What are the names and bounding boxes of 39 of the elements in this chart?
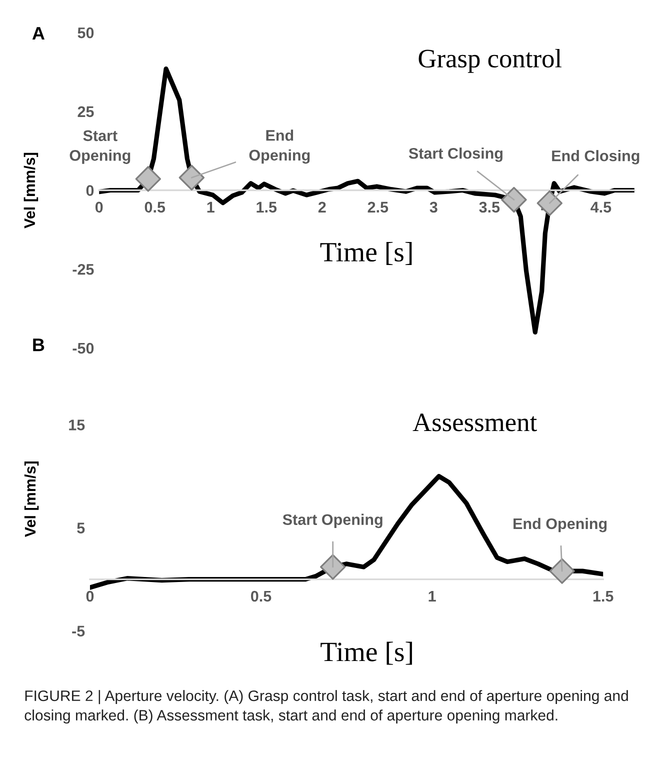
annotation: End Opening xyxy=(514,518,607,532)
x-tick-label: 3.5 xyxy=(479,202,500,213)
caption: FIGURE 2 | Aperture velocity. (A) Grasp control task, start and end of aperture opening and closing marked. (B) Assessment task, start and end of aperture opening marked. xyxy=(24,690,628,724)
text: A xyxy=(32,27,45,40)
x-tick-label: 1 xyxy=(428,590,436,602)
x-tick-label: 1.5 xyxy=(256,202,277,213)
text: B xyxy=(33,338,44,352)
x-axis-title: Time [s] xyxy=(320,642,412,665)
x-tick-label: 1 xyxy=(207,202,214,212)
y-axis-title: Vel [mm/s] xyxy=(24,152,38,228)
annotation: Start Closing xyxy=(408,148,502,162)
y-tick-label: 50 xyxy=(78,27,94,38)
y-tick-label: -5 xyxy=(72,626,85,637)
y-tick-label: 5 xyxy=(77,522,85,534)
x-axis-title: Time [s] xyxy=(320,242,412,265)
y-tick-label: 15 xyxy=(69,420,85,430)
annotation: Start Opening xyxy=(282,514,382,528)
y-tick-label: -25 xyxy=(72,264,94,275)
annotation: End Closing xyxy=(552,150,640,164)
x-tick-label: 4.5 xyxy=(590,202,612,213)
point xyxy=(135,166,162,192)
annotation: Start Opening xyxy=(70,130,130,164)
x-tick-label: 2.5 xyxy=(368,202,388,213)
y-axis-title: Vel [mm/s] xyxy=(24,462,39,538)
y-tick-label: 0 xyxy=(86,185,94,196)
y-tick-label: -50 xyxy=(72,342,94,354)
x-tick-label: 1.5 xyxy=(593,590,614,602)
point xyxy=(501,186,527,213)
x-tick-label: 0.5 xyxy=(144,202,166,213)
point xyxy=(536,190,563,216)
x-tick-label: 3 xyxy=(430,202,438,213)
annotation: End Opening xyxy=(249,130,310,164)
point xyxy=(178,164,205,191)
x-tick-label: 0 xyxy=(95,202,103,213)
text: Grasp control xyxy=(418,48,562,73)
chart-title: Assessment xyxy=(412,414,537,432)
y-tick-label: 25 xyxy=(78,106,94,118)
x-tick-label: 2 xyxy=(318,202,326,212)
x-tick-label: 0.5 xyxy=(251,590,272,602)
